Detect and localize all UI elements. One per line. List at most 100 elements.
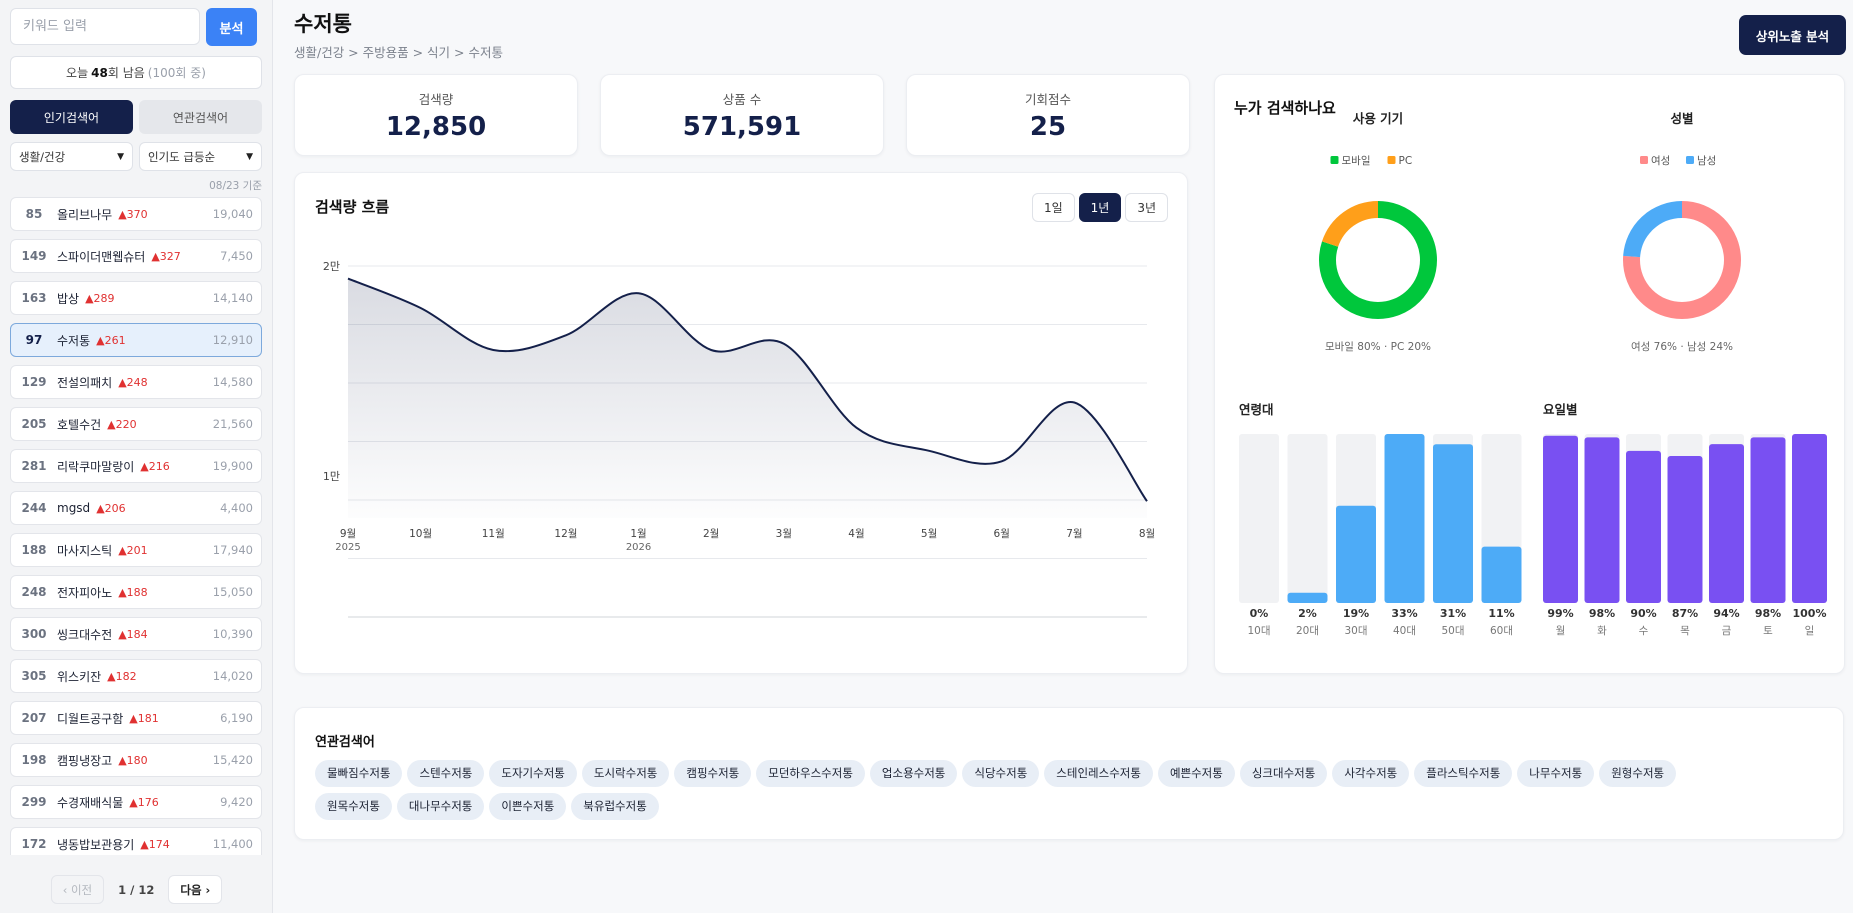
keyword-rank-change: ▲327 — [151, 249, 181, 263]
bar-track — [1287, 434, 1328, 603]
prev-page-button[interactable]: ‹ 이전 — [50, 875, 105, 904]
range-1d-button[interactable]: 1일 — [1031, 193, 1075, 222]
keyword-rank-change: ▲216 — [140, 459, 170, 473]
related-keyword-tag[interactable]: 물빠짐수저통 — [315, 760, 403, 787]
related-keyword-tag[interactable]: 사각수저통 — [1332, 760, 1410, 787]
keyword-list-item[interactable]: 188 마사지스틱 ▲201 17,940 — [10, 533, 262, 567]
related-keyword-tag[interactable]: 도시락수저통 — [581, 760, 670, 787]
range-1y-button[interactable]: 1년 — [1078, 193, 1122, 222]
filter-row: 생활/건강 ▼ 인기도 급등순 ▼ — [10, 142, 262, 171]
legend-label: 남성 — [1697, 155, 1716, 167]
sort-select[interactable]: 인기도 급등순 ▼ — [139, 142, 262, 171]
keyword-name: 밥상 — [57, 291, 80, 306]
related-keyword-tag[interactable]: 캠핑수저통 — [674, 760, 752, 787]
keyword-name: 전설의패치 — [57, 375, 113, 390]
related-keyword-tag[interactable]: 스테인레스수저통 — [1044, 760, 1153, 787]
keyword-list-item[interactable]: 300 씽크대수전 ▲184 10,390 — [10, 617, 262, 651]
keyword-list-item[interactable]: 248 전자피아노 ▲188 15,050 — [10, 575, 262, 609]
keyword-rank-change: ▲261 — [96, 333, 126, 347]
keyword-list-item[interactable]: 163 밥상 ▲289 14,140 — [10, 281, 262, 315]
keyword-list-item[interactable]: 205 호텔수건 ▲220 21,560 — [10, 407, 262, 441]
related-keyword-tag[interactable]: 이쁜수저통 — [489, 793, 567, 820]
x-tick-year: 2026 — [626, 542, 651, 553]
related-keyword-tag[interactable]: 원목수저통 — [315, 793, 392, 820]
related-keyword-tag[interactable]: 대나무수저통 — [396, 793, 485, 820]
keyword-list-item[interactable]: 207 디월트공구함 ▲181 6,190 — [10, 701, 262, 735]
bar-category-label: 월 — [1556, 625, 1566, 637]
tab-related-keywords[interactable]: 연관검색어 — [139, 100, 262, 134]
bar-track — [1239, 434, 1279, 603]
keyword-rank-change: ▲370 — [118, 207, 148, 221]
keyword-rank: 248 — [21, 585, 47, 599]
bar-chart-title: 연령대 — [1239, 402, 1274, 417]
bar-value-label: 19% — [1343, 607, 1369, 620]
bar-category-label: 50대 — [1441, 625, 1464, 637]
keyword-rank-change: ▲220 — [107, 417, 137, 431]
analyze-button[interactable]: 분석 — [206, 8, 257, 46]
related-keyword-tag[interactable]: 업소용수저통 — [869, 760, 958, 787]
related-keyword-tag[interactable]: 예쁜수저통 — [1157, 760, 1235, 787]
legend-label: 여성 — [1651, 155, 1670, 167]
related-keyword-tag[interactable]: 북유럽수저통 — [571, 793, 659, 820]
donut-title: 성별 — [1670, 111, 1693, 126]
keyword-rank-change: ▲206 — [96, 501, 126, 515]
donut-slice — [1623, 201, 1741, 319]
bar-value-label: 98% — [1755, 607, 1781, 620]
keyword-search-count: 17,940 — [212, 543, 253, 557]
keyword-list-item[interactable]: 172 냉동밥보관용기 ▲174 11,400 — [10, 827, 262, 855]
keyword-list-item[interactable]: 97 수저통 ▲261 12,910 — [10, 323, 262, 357]
related-keyword-tag[interactable]: 플라스틱수저통 — [1414, 760, 1513, 787]
related-keyword-tag[interactable]: 나무수저통 — [1517, 760, 1595, 787]
keyword-list: 85 올리브나무 ▲370 19,040 149 스파이더맨웹슈터 ▲327 7,450 163… — [10, 197, 262, 855]
bar-chart-title: 요일별 — [1543, 402, 1578, 417]
x-tick-label: 10월 — [409, 528, 432, 540]
keyword-search-count: 12,910 — [212, 333, 253, 347]
keyword-list-item[interactable]: 149 스파이더맨웹슈터 ▲327 7,450 — [10, 239, 262, 273]
keyword-list-item[interactable]: 299 수경재배식물 ▲176 9,420 — [10, 785, 262, 819]
chevron-down-icon: ▼ — [117, 151, 124, 162]
bar — [1287, 592, 1328, 603]
keyword-name: mgsd — [57, 501, 91, 515]
legend-swatch — [1686, 156, 1694, 164]
x-tick-label: 9월 — [340, 528, 356, 540]
donut-title: 사용 기기 — [1353, 111, 1403, 126]
keyword-list-item[interactable]: 281 리락쿠마말랑이 ▲216 19,900 — [10, 449, 262, 483]
keyword-list-item[interactable]: 244 mgsd ▲206 4,400 — [10, 491, 262, 525]
keyword-rank-change: ▲201 — [118, 543, 148, 557]
range-selector: 1일 1년 3년 — [1031, 193, 1168, 222]
next-page-button[interactable]: 다음 › — [168, 875, 223, 904]
related-keyword-tag[interactable]: 도자기수저통 — [489, 760, 577, 787]
keyword-name: 수경재배식물 — [57, 795, 124, 810]
bar-category-label: 20대 — [1296, 625, 1319, 637]
keyword-list-item[interactable]: 198 캠핑냉장고 ▲180 15,420 — [10, 743, 262, 777]
bar — [1584, 437, 1620, 603]
related-keyword-tag[interactable]: 식당수저통 — [962, 760, 1040, 787]
related-keyword-tag[interactable]: 원형수저통 — [1599, 760, 1677, 787]
x-tick-label: 11월 — [482, 528, 505, 540]
category-select[interactable]: 생활/건강 ▼ — [10, 142, 133, 171]
tab-popular-keywords[interactable]: 인기검색어 — [10, 100, 133, 134]
related-keyword-tag[interactable]: 싱크대수저통 — [1239, 760, 1328, 787]
y-tick-label: 2만 — [323, 260, 340, 273]
range-3y-button[interactable]: 3년 — [1125, 193, 1168, 222]
related-keyword-tag[interactable]: 모던하우스수저통 — [756, 760, 865, 787]
keyword-rank: 281 — [21, 459, 47, 473]
keyword-list-item[interactable]: 305 위스키잔 ▲182 14,020 — [10, 659, 262, 693]
keyword-search-input[interactable] — [10, 8, 200, 45]
keyword-list-item[interactable]: 85 올리브나무 ▲370 19,040 — [10, 197, 262, 231]
top-exposure-analysis-button[interactable]: 상위노출 분석 — [1739, 15, 1846, 55]
keyword-rank: 163 — [21, 291, 47, 305]
bar-value-label: 0% — [1250, 607, 1269, 620]
keyword-list-item[interactable]: 129 전설의패치 ▲248 14,580 — [10, 365, 262, 399]
sort-select-value: 인기도 급등순 — [148, 149, 216, 164]
x-tick-label: 7월 — [1066, 528, 1082, 540]
bar — [1543, 435, 1578, 603]
bar-value-label: 90% — [1630, 607, 1656, 620]
keyword-rank: 305 — [21, 669, 47, 683]
related-keyword-tag[interactable]: 스텐수저통 — [407, 760, 485, 787]
date-note: 08/23 기준 — [209, 180, 262, 192]
bar — [1626, 450, 1661, 603]
bar-category-label: 목 — [1680, 625, 1690, 637]
keyword-rank: 300 — [21, 627, 47, 641]
quota-prefix: 오늘 — [66, 66, 89, 80]
